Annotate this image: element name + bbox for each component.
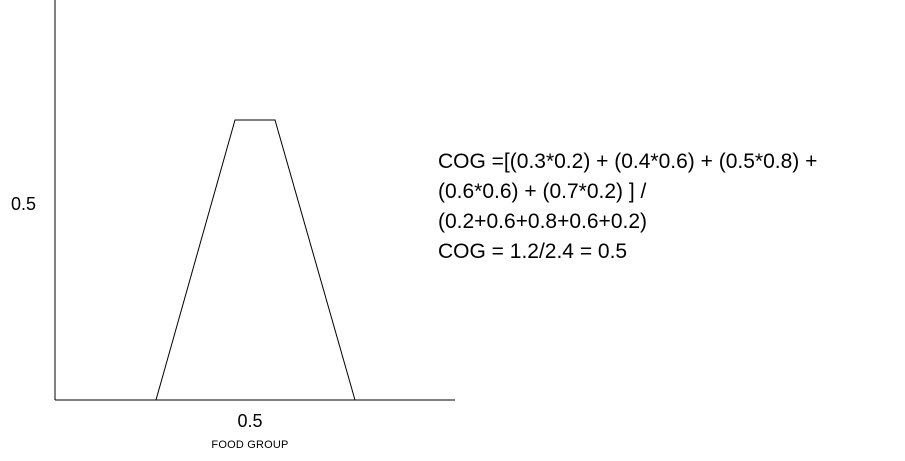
formula-line-3: (0.2+0.6+0.8+0.6+0.2): [438, 210, 648, 233]
formula-line-4: COG = 1.2/2.4 = 0.5: [438, 240, 628, 263]
x-axis-tick-label: 0.5: [237, 411, 263, 431]
x-axis-label: FOOD GROUP: [211, 439, 289, 451]
formula-line-2: (0.6*0.6) + (0.7*0.2) ] /: [438, 180, 647, 203]
trapezoid-membership-curve: [155, 119, 356, 401]
y-axis-tick-label: 0.5: [11, 194, 37, 214]
formula-line-1: COG =[(0.3*0.2) + (0.4*0.6) + (0.5*0.8) …: [438, 150, 818, 173]
cog-formula: COG =[(0.3*0.2) + (0.4*0.6) + (0.5*0.8) …: [438, 147, 898, 267]
